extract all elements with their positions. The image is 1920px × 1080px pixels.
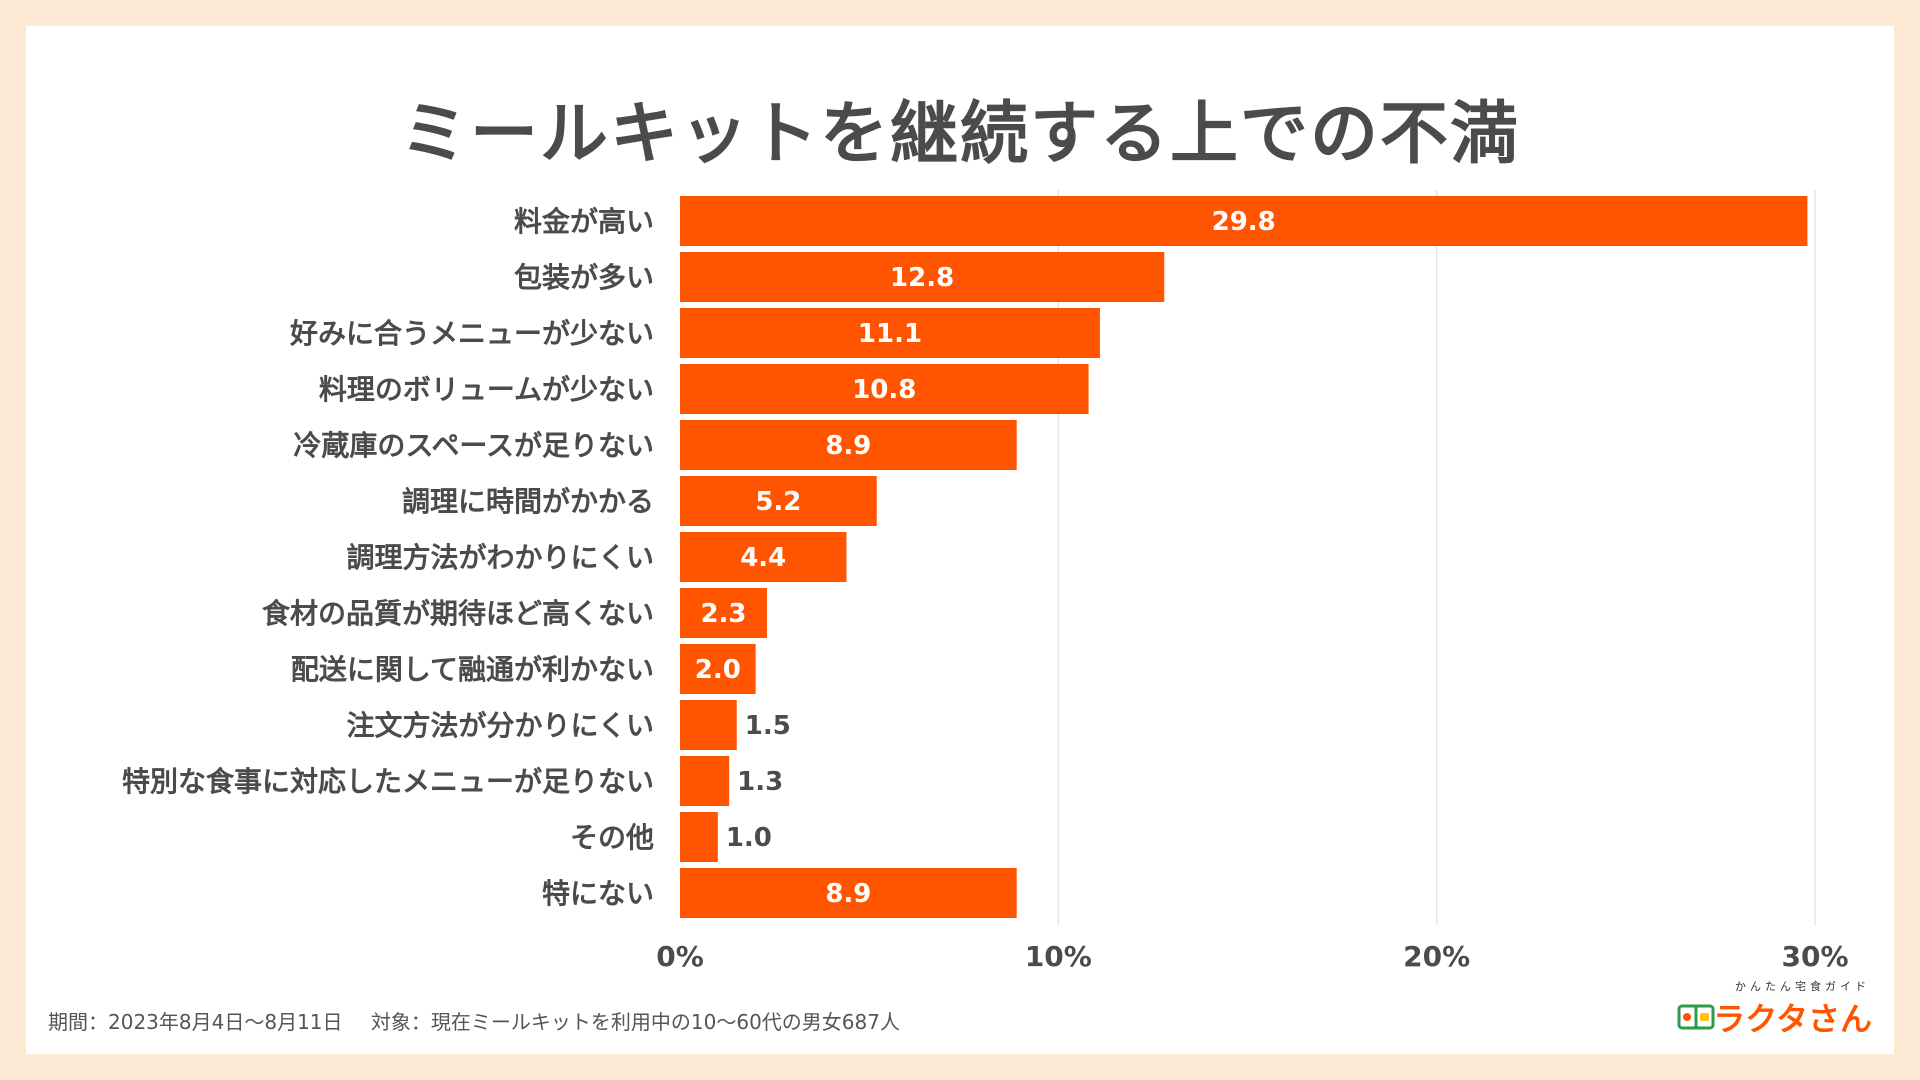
- x-tick-label: 10%: [1025, 940, 1092, 973]
- value-label: 5.2: [755, 487, 801, 517]
- chart-title: ミールキットを継続する上での不満: [399, 95, 1520, 174]
- grid-lines: [1057, 190, 1816, 925]
- value-label: 11.1: [858, 319, 922, 349]
- logo-tagline: かんたん宅食ガイド: [1735, 980, 1870, 993]
- category-label: 注文方法が分かりにくい: [347, 709, 654, 742]
- x-axis-ticks: 0% 10% 20% 30%: [656, 940, 1848, 973]
- bar: [680, 700, 737, 750]
- bar: [680, 364, 1089, 414]
- brand-logo: かんたん宅食ガイド ラクタさん: [1676, 978, 1876, 1038]
- category-label: 特にない: [542, 877, 654, 910]
- category-label: 包装が多い: [514, 261, 654, 294]
- category-labels: 料金が高い包装が多い好みに合うメニューが少ない料理のボリュームが少ない冷蔵庫のス…: [122, 205, 654, 910]
- x-tick-label: 0%: [656, 940, 704, 973]
- value-label: 8.9: [825, 879, 871, 909]
- category-label: 料理のボリュームが少ない: [319, 373, 654, 406]
- survey-period: 期間：2023年8月4日〜8月11日: [48, 1010, 343, 1034]
- category-label: その他: [570, 821, 654, 854]
- bar: [680, 756, 730, 806]
- value-label: 10.8: [852, 375, 916, 405]
- bar: [680, 308, 1100, 358]
- bar: [680, 196, 1808, 246]
- value-label: 29.8: [1212, 207, 1276, 237]
- category-label: 食材の品質が期待ほど高くない: [262, 597, 654, 630]
- value-label: 2.3: [700, 599, 746, 629]
- category-label: 配送に関して融通が利かない: [291, 653, 654, 686]
- bars: 29.8 12.8 11.1 10.8 8.9 5.2 4.4 2.3 2.01.5 1.3 1.0…: [680, 196, 1808, 918]
- value-label: 8.9: [825, 431, 871, 461]
- bar: [680, 588, 768, 638]
- bar: [680, 532, 847, 582]
- bar: [680, 868, 1017, 918]
- bar: [680, 644, 756, 694]
- bar: [680, 812, 718, 862]
- logo-name: ラクタさん: [1713, 1000, 1872, 1038]
- category-label: 好みに合うメニューが少ない: [289, 317, 654, 350]
- category-label: 冷蔵庫のスペースが足りない: [293, 429, 654, 462]
- value-label: 2.0: [695, 655, 741, 685]
- category-label: 特別な食事に対応したメニューが足りない: [122, 765, 654, 798]
- bar: [680, 420, 1017, 470]
- survey-target: 対象：現在ミールキットを利用中の10〜60代の男女687人: [370, 1010, 900, 1034]
- value-label: 1.3: [737, 767, 783, 797]
- x-tick-label: 20%: [1403, 940, 1470, 973]
- category-label: 調理方法がわかりにくい: [347, 541, 654, 574]
- lunchbox-icon: [1677, 1004, 1715, 1030]
- category-label: 調理に時間がかかる: [402, 485, 654, 518]
- category-label: 料金が高い: [514, 205, 654, 238]
- x-tick-label: 30%: [1781, 940, 1848, 973]
- value-label: 1.5: [745, 711, 791, 741]
- value-label: 12.8: [890, 263, 954, 293]
- value-label: 4.4: [740, 543, 786, 573]
- value-label: 1.0: [726, 823, 772, 853]
- bar: [680, 252, 1165, 302]
- bar: [680, 476, 877, 526]
- survey-note: 期間：2023年8月4日〜8月11日 対象：現在ミールキットを利用中の10〜60…: [48, 1006, 922, 1035]
